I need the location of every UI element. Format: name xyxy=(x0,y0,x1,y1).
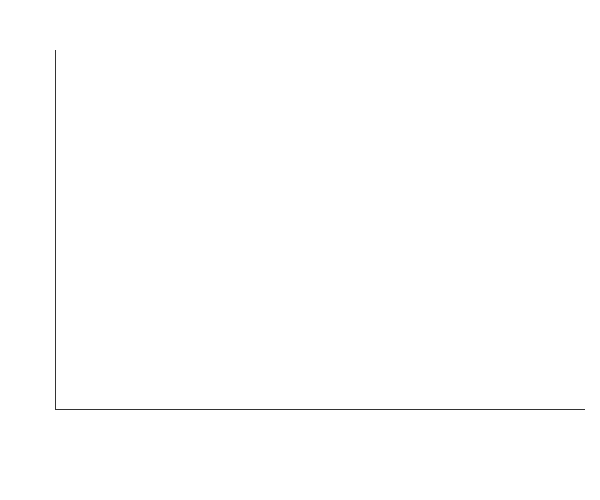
chart-container xyxy=(0,0,600,500)
plot-area xyxy=(55,50,585,410)
